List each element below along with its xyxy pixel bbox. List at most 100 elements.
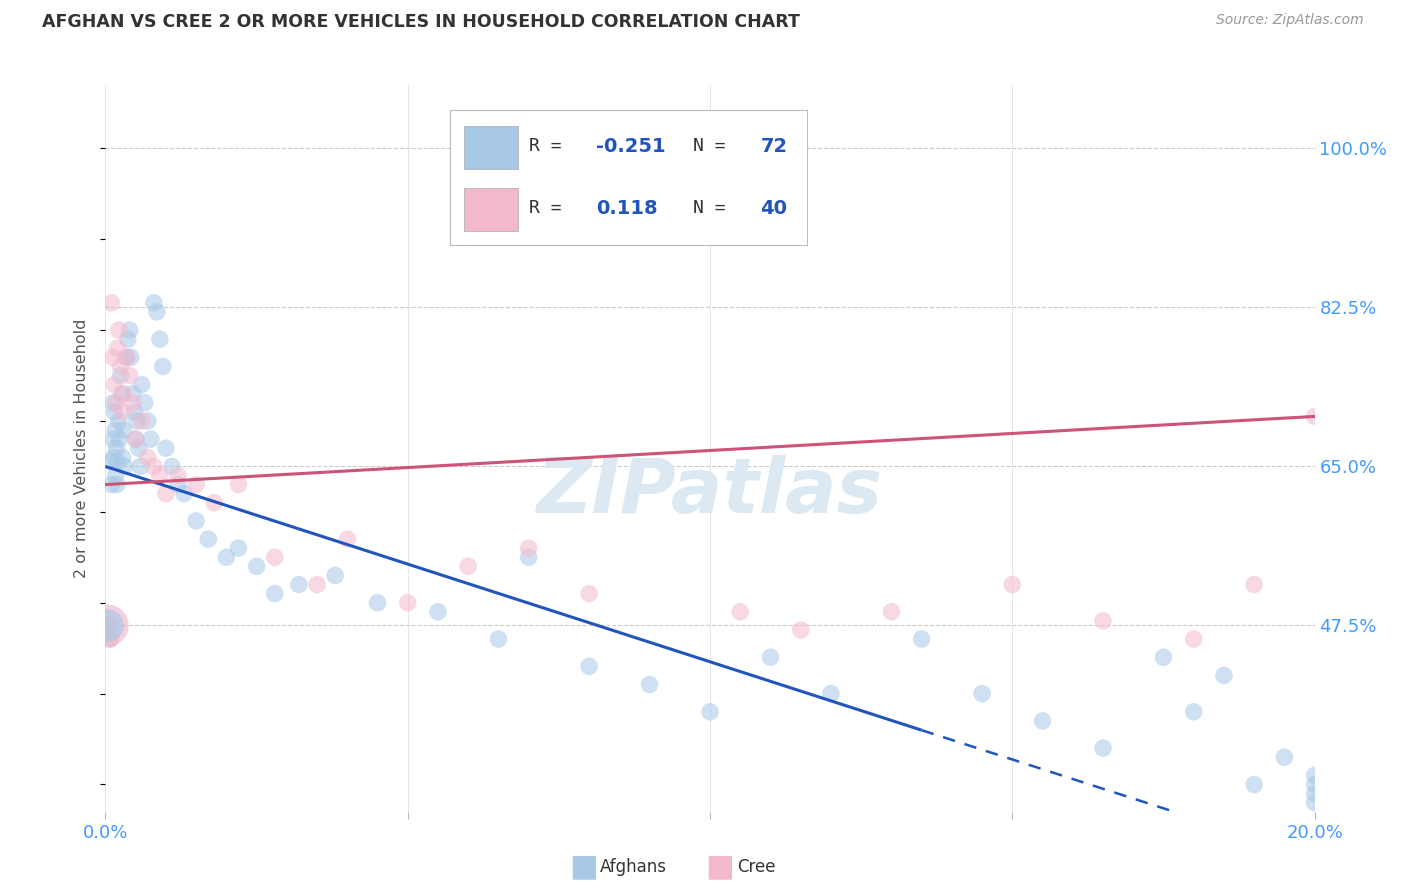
Point bbox=[651, 227, 673, 242]
Point bbox=[1182, 632, 1205, 646]
Text: ■: ■ bbox=[569, 853, 598, 881]
Point bbox=[105, 477, 128, 491]
Point bbox=[790, 623, 813, 637]
Point bbox=[124, 405, 146, 419]
Point bbox=[1092, 741, 1115, 756]
Point bbox=[105, 396, 128, 410]
Point bbox=[105, 442, 128, 455]
Point bbox=[880, 605, 903, 619]
Point bbox=[427, 605, 450, 619]
Point bbox=[98, 632, 121, 646]
Point bbox=[112, 386, 135, 401]
Point bbox=[97, 618, 120, 632]
Point bbox=[155, 442, 177, 455]
Point bbox=[118, 368, 141, 383]
Point bbox=[149, 468, 172, 483]
Point bbox=[131, 414, 153, 428]
Point bbox=[228, 477, 250, 491]
Point bbox=[107, 414, 129, 428]
Point bbox=[186, 514, 208, 528]
Point bbox=[103, 396, 125, 410]
Point bbox=[125, 432, 148, 446]
Point bbox=[97, 618, 120, 632]
Point bbox=[578, 587, 600, 601]
Point bbox=[202, 496, 225, 510]
Text: Cree: Cree bbox=[737, 858, 775, 876]
Point bbox=[107, 455, 129, 469]
Point bbox=[1092, 614, 1115, 628]
Point bbox=[160, 459, 183, 474]
Point bbox=[114, 459, 136, 474]
Point bbox=[121, 386, 143, 401]
Point bbox=[101, 351, 124, 365]
Point bbox=[288, 577, 311, 591]
Point bbox=[100, 477, 122, 491]
Point bbox=[103, 405, 125, 419]
Point bbox=[488, 632, 510, 646]
Point bbox=[246, 559, 269, 574]
Point bbox=[173, 486, 195, 500]
Point bbox=[263, 550, 285, 565]
Point bbox=[1303, 768, 1326, 782]
Point bbox=[1303, 796, 1326, 810]
Point bbox=[98, 632, 121, 646]
Point bbox=[107, 341, 129, 355]
Point bbox=[118, 323, 141, 337]
Point bbox=[110, 368, 132, 383]
Text: ZIPatlas: ZIPatlas bbox=[537, 455, 883, 529]
Text: ■: ■ bbox=[706, 853, 734, 881]
Text: Afghans: Afghans bbox=[600, 858, 668, 876]
Point bbox=[104, 423, 127, 437]
Point bbox=[186, 477, 208, 491]
Point bbox=[136, 450, 159, 465]
Point bbox=[103, 450, 125, 465]
Point bbox=[107, 323, 129, 337]
Point bbox=[100, 455, 122, 469]
Point bbox=[111, 386, 134, 401]
Point bbox=[129, 459, 152, 474]
Point bbox=[142, 296, 165, 310]
Point bbox=[197, 532, 219, 546]
Point bbox=[972, 687, 994, 701]
Point bbox=[1243, 577, 1265, 591]
Point bbox=[155, 486, 177, 500]
Point bbox=[139, 432, 162, 446]
Point bbox=[167, 468, 190, 483]
Point bbox=[121, 396, 143, 410]
Point bbox=[115, 351, 138, 365]
Point bbox=[103, 377, 125, 392]
Point bbox=[1032, 714, 1054, 728]
Point bbox=[111, 405, 134, 419]
Point bbox=[699, 705, 721, 719]
Point bbox=[911, 632, 934, 646]
Point bbox=[1303, 777, 1326, 791]
Point bbox=[1001, 577, 1024, 591]
Point bbox=[134, 396, 156, 410]
Point bbox=[115, 351, 138, 365]
Point bbox=[323, 568, 346, 582]
Point bbox=[1274, 750, 1296, 764]
Point bbox=[307, 577, 329, 591]
Point bbox=[97, 618, 120, 632]
Point bbox=[100, 296, 122, 310]
Point bbox=[142, 459, 165, 474]
Point bbox=[1213, 668, 1236, 682]
Point bbox=[759, 650, 782, 665]
Point bbox=[336, 532, 359, 546]
Point bbox=[120, 351, 142, 365]
Point bbox=[517, 541, 540, 556]
Point bbox=[1153, 650, 1175, 665]
Point bbox=[101, 432, 124, 446]
Point bbox=[128, 442, 150, 455]
Point bbox=[263, 587, 285, 601]
Point bbox=[457, 559, 479, 574]
Point bbox=[117, 332, 139, 346]
Point bbox=[110, 359, 132, 374]
Point bbox=[112, 423, 135, 437]
Point bbox=[152, 359, 174, 374]
Point bbox=[97, 618, 120, 632]
Point bbox=[730, 605, 752, 619]
Point bbox=[396, 596, 419, 610]
Point bbox=[1182, 705, 1205, 719]
Point bbox=[820, 687, 842, 701]
